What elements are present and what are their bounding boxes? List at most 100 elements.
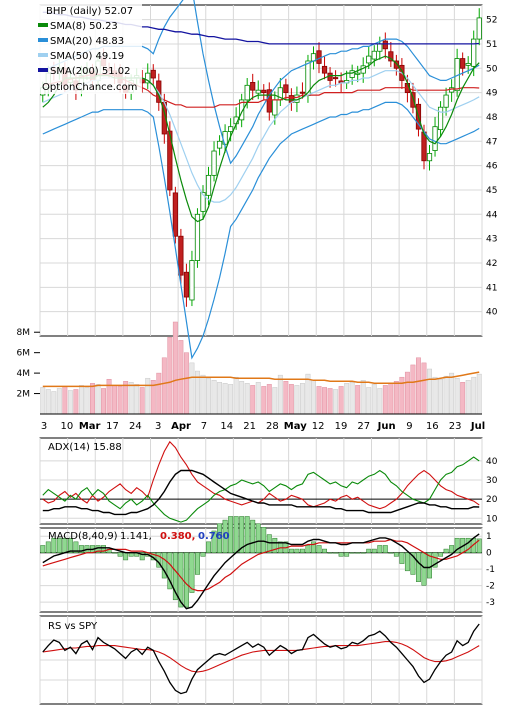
- volume-bar: [84, 387, 90, 415]
- candle-body: [255, 89, 261, 94]
- macd-histogram-bar: [206, 541, 211, 553]
- macd-histogram-bar: [244, 516, 250, 553]
- candle-body: [393, 60, 399, 69]
- candle-body: [178, 235, 184, 276]
- volume-bar: [366, 387, 372, 415]
- volume-bar: [228, 384, 234, 415]
- candle-body: [321, 65, 328, 74]
- x-tick-label: 27: [357, 421, 370, 432]
- macd-histogram-bar: [416, 552, 421, 582]
- watermark-text: OptionChance.com: [42, 82, 137, 93]
- volume-bar: [222, 383, 228, 415]
- legend-label-sma50: SMA(50) 49.19: [50, 51, 124, 62]
- volume-bar: [266, 384, 272, 415]
- legend-swatch-sma8: [38, 23, 48, 27]
- volume-bar: [421, 362, 427, 415]
- candle-body: [244, 84, 250, 101]
- macd-panel: -3 -2 -1 0 1: [39, 516, 495, 613]
- volume-tick-label: 2M: [17, 390, 31, 400]
- candle-body: [388, 51, 394, 62]
- volume-bar: [333, 389, 339, 415]
- legend-item-sma50: SMA(50) 49.19: [38, 51, 124, 62]
- candle-body: [167, 130, 173, 191]
- adx-panel: 10 20 30 40: [39, 437, 498, 525]
- macd-histogram-bar: [311, 541, 316, 553]
- candle-body: [332, 77, 339, 80]
- candle-body: [272, 99, 278, 116]
- price-tick-label: 46: [486, 162, 498, 172]
- volume-bar: [62, 386, 68, 415]
- x-tick-label: Jul: [470, 421, 485, 432]
- volume-bar: [465, 380, 471, 415]
- macd-histogram-bar: [299, 548, 305, 553]
- x-tick-label: Apr: [171, 421, 191, 432]
- volume-bar: [388, 383, 394, 415]
- macd-histogram-bar: [404, 552, 410, 572]
- volume-bar: [56, 388, 62, 415]
- volume-bar: [416, 357, 421, 415]
- macd-histogram-bar: [476, 538, 482, 553]
- x-tick-label: 17: [106, 421, 119, 432]
- legend-label-sma200: SMA(200) 51.02: [50, 66, 131, 77]
- x-tick-label: 23: [449, 421, 462, 432]
- macd-histogram-bar: [189, 552, 195, 593]
- volume-bar: [476, 373, 482, 415]
- macd-histogram-bar: [360, 552, 366, 554]
- macd-histogram-bar: [432, 552, 438, 568]
- macd-histogram-bar: [305, 545, 311, 553]
- legend-swatch-sma200: [38, 68, 48, 72]
- macd-histogram-bar: [183, 552, 189, 608]
- volume-bar: [128, 382, 134, 415]
- candle-body: [410, 92, 416, 108]
- macd-histogram-bar: [371, 548, 377, 553]
- volume-bar: [327, 388, 333, 415]
- volume-bar: [73, 389, 79, 415]
- volume-bar: [51, 391, 57, 415]
- macd-histogram-bar: [112, 552, 118, 554]
- volume-bar: [283, 381, 289, 415]
- price-tick-label: 45: [486, 186, 497, 196]
- volume-bar: [404, 371, 410, 415]
- macd-histogram-bar: [56, 537, 62, 553]
- macd-histogram-bar: [333, 552, 339, 554]
- macd-histogram-bar: [266, 534, 272, 553]
- adx-tick-label: 40: [486, 457, 498, 467]
- volume-bar: [432, 376, 438, 415]
- volume-bar: [117, 386, 123, 415]
- adx-tick-label: 10: [486, 514, 498, 524]
- candle-body: [250, 81, 256, 91]
- macd-tick-label: -1: [486, 565, 495, 575]
- volume-bar: [101, 388, 106, 415]
- legend-label-sma8: SMA(8) 50.23: [50, 21, 118, 32]
- candle-body: [172, 192, 178, 237]
- candle-body: [299, 91, 306, 94]
- volume-bar: [134, 384, 140, 415]
- legend-swatch-sma20: [38, 38, 48, 42]
- volume-bar: [272, 387, 278, 415]
- macd-histogram-bar: [382, 545, 388, 553]
- macd-histogram-bar: [344, 552, 350, 557]
- price-tick-label: 43: [486, 235, 497, 245]
- candle-body: [211, 150, 217, 176]
- candle-body: [349, 70, 355, 78]
- macd-histogram-bar: [366, 548, 372, 553]
- candle-body: [471, 38, 477, 67]
- candle-body: [205, 174, 212, 196]
- adx-tick-label: 20: [486, 495, 498, 505]
- macd-histogram-bar: [101, 545, 106, 553]
- volume-tick-label: 4M: [17, 369, 31, 379]
- macd-histogram-bar: [349, 552, 355, 554]
- macd-histogram-bar: [327, 552, 333, 554]
- candle-body: [266, 89, 272, 113]
- volume-bar: [112, 385, 118, 415]
- candle-body: [426, 153, 433, 162]
- volume-bar: [322, 387, 327, 415]
- volume-bar: [178, 340, 184, 415]
- macd-histogram-bar: [161, 552, 167, 579]
- legend-label-sma20: SMA(20) 48.83: [50, 36, 124, 47]
- macd-histogram-bar: [51, 537, 57, 553]
- candle-body: [145, 72, 151, 84]
- price-tick-label: 49: [486, 89, 498, 99]
- rs-label: RS vs SPY: [48, 621, 98, 632]
- candle-body: [355, 72, 361, 75]
